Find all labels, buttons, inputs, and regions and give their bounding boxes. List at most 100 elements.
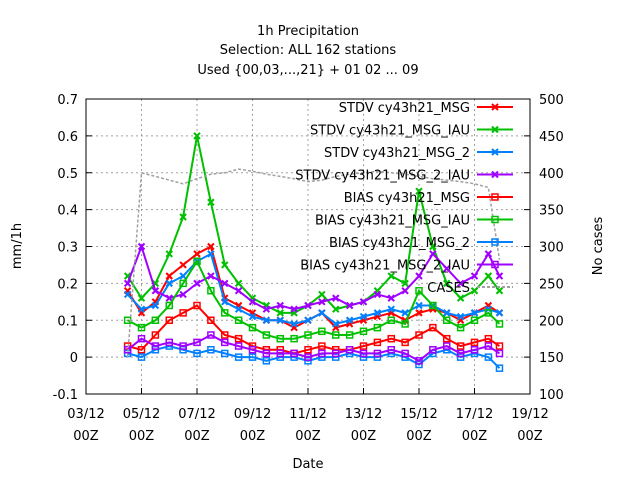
- marker-stroke: [470, 309, 479, 317]
- x-tick-label: 11/12: [289, 407, 326, 422]
- data-point: [359, 342, 368, 350]
- data-point: [373, 290, 382, 299]
- marker-stroke: [151, 301, 160, 310]
- data-point: [470, 338, 479, 347]
- marker-stroke: [276, 316, 284, 324]
- data-point: [221, 338, 229, 347]
- x-tick-label: 19/12: [511, 407, 548, 422]
- marker-stroke: [290, 305, 298, 313]
- legend-entry: BIAS cy43h21_MSG_2: [329, 236, 513, 251]
- data-point: [248, 346, 257, 354]
- data-point: [387, 294, 395, 302]
- data-point: [387, 346, 395, 354]
- series-line: [127, 259, 501, 340]
- data-point: [207, 346, 215, 354]
- data-point: [193, 257, 201, 265]
- data-point: [234, 342, 243, 350]
- data-point: [262, 331, 271, 339]
- data-point: [387, 334, 395, 343]
- data-point: [456, 312, 465, 321]
- data-point: [276, 301, 284, 310]
- marker-stroke: [387, 272, 395, 280]
- data-point: [137, 346, 146, 354]
- data-point: [290, 320, 298, 328]
- legend-marker: [491, 170, 499, 179]
- data-point: [401, 279, 409, 288]
- data-point: [276, 316, 284, 324]
- series-line: [127, 304, 501, 355]
- marker-stroke: [207, 198, 215, 206]
- data-point: [484, 250, 493, 258]
- marker-stroke: [387, 305, 395, 313]
- marker-stroke: [165, 250, 173, 258]
- y2-axis-label: No cases: [591, 217, 606, 276]
- data-point: [456, 349, 465, 358]
- data-point: [262, 316, 271, 324]
- chart-subtitle-used: Used {00,03,...,21} + 01 02 ... 09: [197, 63, 418, 78]
- legend: STDV cy43h21_MSG STDV cy43h21_MSG_IAU STDV…: [295, 101, 513, 296]
- data-point: [359, 349, 368, 358]
- marker-stroke: [401, 279, 409, 288]
- marker-stroke: [495, 287, 504, 295]
- marker-stroke: [318, 298, 326, 306]
- marker-stroke: [495, 309, 504, 317]
- legend-marker: [491, 125, 499, 134]
- series-line: [126, 135, 501, 314]
- data-point: [318, 327, 326, 336]
- marker-stroke: [248, 298, 257, 306]
- data-point: [221, 279, 229, 288]
- data-point: [262, 357, 271, 365]
- data-point: [332, 349, 340, 358]
- data-point: [221, 349, 229, 358]
- marker-stroke: [234, 305, 243, 313]
- marker-stroke: [491, 148, 499, 156]
- marker-stroke: [415, 301, 423, 310]
- marker-stroke: [401, 287, 409, 295]
- marker-stroke: [484, 250, 493, 258]
- marker-stroke: [491, 170, 499, 179]
- axis-layer: -0.1 0 0.1 0.2 0.3 0.4 0.5 0.6 0.7 100 150 200 250 30…: [53, 93, 564, 444]
- data-point: [221, 261, 229, 269]
- data-point: [429, 301, 437, 310]
- marker-stroke: [373, 290, 382, 299]
- marker-stroke: [470, 272, 479, 280]
- y-tick-label: 0.4: [57, 204, 78, 219]
- y2-tick-label: 250: [539, 277, 564, 292]
- data-point: [443, 279, 451, 288]
- marker-stroke: [123, 272, 132, 280]
- data-point: [429, 346, 437, 354]
- data-point: [151, 331, 160, 339]
- x-tick-label: 00Z: [184, 429, 210, 444]
- data-point: [470, 346, 479, 354]
- legend-label: STDV cy43h21_MSG_IAU: [310, 124, 470, 139]
- data-point: [207, 250, 215, 258]
- marker-stroke: [443, 309, 451, 317]
- legend-label: BIAS cy43h21_MSG_2: [329, 236, 470, 251]
- x-axis-label: Date: [292, 457, 323, 472]
- data-point: [193, 132, 201, 140]
- legend-label: BIAS cy43h21_MSG_IAU: [315, 214, 470, 229]
- series-3: [123, 242, 504, 313]
- data-point: [456, 342, 465, 350]
- data-point: [401, 338, 409, 347]
- data-point: [193, 279, 201, 288]
- legend-entry: STDV cy43h21_MSG: [339, 101, 513, 116]
- marker-stroke: [221, 298, 229, 306]
- data-point: [207, 316, 215, 324]
- data-point: [137, 294, 146, 302]
- series-7: [123, 331, 504, 365]
- data-point: [304, 316, 312, 324]
- data-point: [207, 272, 215, 280]
- y-tick-label: 0.7: [57, 93, 78, 108]
- marker-stroke: [165, 294, 173, 302]
- marker-stroke: [470, 287, 479, 295]
- marker-stroke: [318, 290, 326, 299]
- marker-stroke: [332, 294, 340, 302]
- legend-marker: [491, 260, 499, 269]
- x-tick-label: 05/12: [123, 407, 160, 422]
- y2-tick-label: 300: [539, 241, 564, 256]
- marker-stroke: [290, 320, 298, 328]
- x-tick-label: 17/12: [456, 407, 493, 422]
- data-point: [304, 353, 312, 361]
